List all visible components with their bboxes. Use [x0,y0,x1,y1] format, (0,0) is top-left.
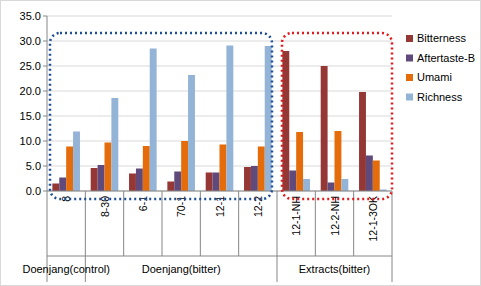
bar [73,132,80,192]
highlight-frame [50,33,272,199]
category-separator [277,191,278,282]
chart-border [1,1,481,286]
legend-label: Bitterness [417,32,466,44]
legend-swatch [406,74,413,81]
y-tick-label: 10.0 [20,135,41,147]
bar [220,145,227,192]
y-tick [43,166,47,167]
bar [359,92,366,191]
legend-swatch [406,35,413,42]
legend-label: Umami [417,71,452,83]
y-tick [43,66,47,67]
bar [251,166,258,191]
bar [66,147,73,192]
bar [226,46,233,192]
group-label: Extracts(bitter) [299,263,371,275]
bar [289,171,296,192]
legend-label: Aftertaste-B [417,52,475,64]
bar [174,172,181,192]
category-separator [123,191,124,256]
y-tick-label: 35.0 [20,10,41,22]
y-tick-label: 30.0 [20,35,41,47]
group-label: Doenjang(control) [22,263,109,275]
bar [244,167,251,191]
bar [373,161,380,192]
bar [206,173,213,192]
x-tick-label: 12-1-NH [290,196,302,236]
category-separator [238,191,239,256]
grid-line [47,66,392,67]
bar [167,182,174,192]
y-tick [43,191,47,192]
y-tick-label: 0.0 [26,185,41,197]
bar [321,66,328,191]
grid-line [47,91,392,92]
bars [52,46,386,192]
bar [111,98,118,191]
category-separator [392,191,393,282]
y-axis [47,16,48,191]
bar [258,147,265,192]
bar [150,49,157,192]
grid-line [47,41,392,42]
legend-label: Richness [417,91,463,103]
bar [59,178,66,192]
legend-swatch [406,55,413,62]
bar [188,75,195,191]
group-divider [47,256,392,257]
highlight-frame [282,33,392,199]
grid-line [47,191,392,192]
y-tick-label: 5.0 [26,160,41,172]
chart: 0.05.010.015.020.025.030.035.088-306-170… [0,0,481,286]
y-tick [43,16,47,17]
bar [335,131,342,191]
bar [282,51,289,191]
y-tick [43,91,47,92]
bar [213,173,220,192]
y-tick-label: 20.0 [20,85,41,97]
bar [143,146,150,191]
x-tick-label: 12-2 [252,196,264,217]
y-tick [43,116,47,117]
bar [91,168,98,191]
y-tick [43,141,47,142]
x-tick-label: 12-1-3OK [367,196,379,242]
y-tick-label: 25.0 [20,60,41,72]
x-tick-label: 6-1 [137,196,149,211]
y-tick [43,41,47,42]
bar [129,174,136,192]
bar [98,165,105,191]
group-label: Doenjang(bitter) [142,263,221,275]
bar [105,143,112,192]
x-tick-label: 12-2-NH [329,196,341,236]
category-separator [200,191,201,256]
bar [181,141,188,191]
y-tick-label: 15.0 [20,110,41,122]
grid-line [47,16,392,17]
category-separator [315,191,316,256]
bar [366,156,373,192]
bar [52,184,59,192]
x-axis [47,191,392,192]
category-separator [353,191,354,256]
bar [296,132,303,191]
grid-line [47,116,392,117]
bar [303,179,310,191]
legend-swatch [406,94,413,101]
category-separator [162,191,163,256]
bar [328,183,335,192]
bar [341,179,348,191]
bar [265,46,272,191]
bar [136,169,143,192]
